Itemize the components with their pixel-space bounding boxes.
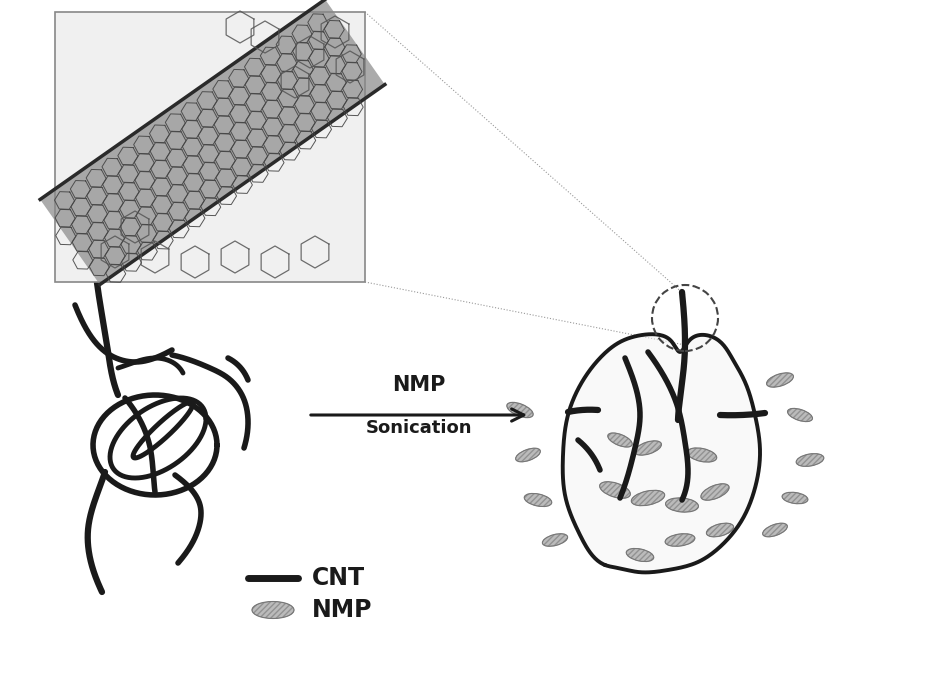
Polygon shape: [563, 334, 760, 572]
Ellipse shape: [608, 433, 632, 447]
Ellipse shape: [665, 534, 695, 546]
Ellipse shape: [701, 484, 729, 500]
Text: Sonication: Sonication: [366, 419, 472, 437]
Ellipse shape: [252, 601, 294, 618]
Ellipse shape: [706, 523, 734, 537]
Text: NMP: NMP: [392, 375, 446, 395]
Text: CNT: CNT: [312, 566, 365, 590]
Ellipse shape: [631, 490, 665, 506]
Ellipse shape: [542, 534, 568, 546]
Bar: [55, 12, 365, 282]
Ellipse shape: [635, 441, 661, 455]
Polygon shape: [41, 0, 385, 285]
Ellipse shape: [782, 492, 808, 504]
Ellipse shape: [524, 493, 552, 506]
Ellipse shape: [763, 523, 787, 537]
Ellipse shape: [666, 498, 699, 512]
Ellipse shape: [687, 448, 717, 462]
Ellipse shape: [787, 408, 813, 422]
Ellipse shape: [767, 373, 793, 387]
Ellipse shape: [600, 482, 630, 498]
Ellipse shape: [796, 454, 824, 466]
Ellipse shape: [626, 549, 653, 562]
Ellipse shape: [516, 448, 540, 462]
Ellipse shape: [506, 402, 533, 418]
Text: NMP: NMP: [312, 598, 372, 622]
